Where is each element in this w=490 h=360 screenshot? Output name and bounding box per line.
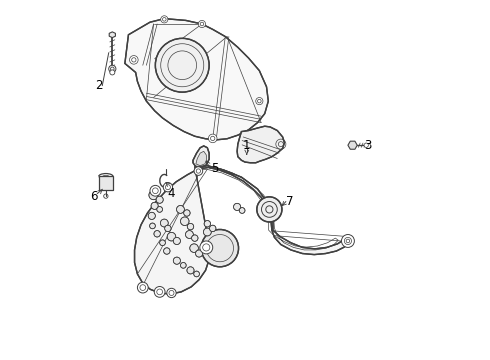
Polygon shape <box>196 151 207 166</box>
Circle shape <box>210 225 216 231</box>
Text: 2: 2 <box>95 79 102 92</box>
Circle shape <box>194 167 203 175</box>
Circle shape <box>203 228 211 236</box>
Circle shape <box>137 282 148 293</box>
Circle shape <box>190 244 198 252</box>
Text: 3: 3 <box>364 139 371 152</box>
Circle shape <box>192 235 198 241</box>
Circle shape <box>149 190 158 200</box>
Circle shape <box>164 248 170 254</box>
Polygon shape <box>109 32 116 38</box>
Text: 1: 1 <box>243 139 250 152</box>
Circle shape <box>194 271 199 277</box>
Circle shape <box>165 225 171 231</box>
Circle shape <box>184 210 190 216</box>
Circle shape <box>196 250 203 257</box>
Circle shape <box>157 207 163 212</box>
Polygon shape <box>237 126 285 163</box>
Circle shape <box>148 212 155 220</box>
Circle shape <box>129 55 138 64</box>
Circle shape <box>364 143 368 147</box>
Circle shape <box>342 234 354 247</box>
Circle shape <box>256 98 263 105</box>
Circle shape <box>163 183 172 192</box>
Circle shape <box>234 203 241 211</box>
Polygon shape <box>135 166 349 294</box>
Circle shape <box>149 223 155 229</box>
Text: 7: 7 <box>286 195 294 208</box>
Circle shape <box>201 229 239 267</box>
Circle shape <box>167 288 176 298</box>
Text: 4: 4 <box>168 187 175 200</box>
Circle shape <box>200 241 213 254</box>
Circle shape <box>239 208 245 213</box>
Circle shape <box>173 257 180 264</box>
Circle shape <box>173 237 180 244</box>
Circle shape <box>257 197 282 222</box>
Polygon shape <box>193 146 209 167</box>
Circle shape <box>187 267 194 274</box>
FancyBboxPatch shape <box>98 176 113 190</box>
Circle shape <box>180 217 189 226</box>
Circle shape <box>180 262 186 268</box>
Circle shape <box>198 21 205 28</box>
Polygon shape <box>125 19 269 140</box>
Circle shape <box>156 196 163 203</box>
Circle shape <box>208 134 217 143</box>
Circle shape <box>154 230 160 237</box>
Circle shape <box>160 240 166 246</box>
Circle shape <box>110 70 115 75</box>
Polygon shape <box>348 141 357 149</box>
Circle shape <box>151 202 158 210</box>
Circle shape <box>155 39 209 92</box>
Circle shape <box>154 287 165 297</box>
Circle shape <box>176 206 184 213</box>
Circle shape <box>161 16 168 23</box>
Text: 6: 6 <box>90 190 98 203</box>
Circle shape <box>167 232 176 241</box>
Circle shape <box>350 143 355 148</box>
Circle shape <box>109 65 116 72</box>
Circle shape <box>187 224 194 230</box>
Text: 5: 5 <box>211 162 218 175</box>
Circle shape <box>150 185 161 196</box>
Circle shape <box>160 219 168 227</box>
Circle shape <box>204 221 211 227</box>
Circle shape <box>186 230 194 238</box>
